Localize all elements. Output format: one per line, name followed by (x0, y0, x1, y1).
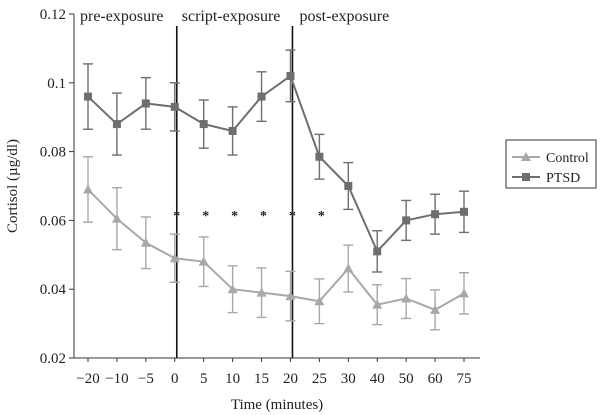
legend-marker (522, 173, 530, 181)
data-point (286, 71, 295, 80)
significance-star: * (289, 209, 296, 224)
data-point (343, 263, 354, 273)
phase-dividers: pre-exposure script-exposure post-exposure (80, 8, 389, 358)
data-point (198, 256, 209, 266)
data-point (199, 120, 208, 129)
data-point (401, 293, 412, 303)
y-tick-label: 0.12 (40, 7, 66, 23)
data-point (227, 284, 238, 294)
y-tick-label: 0.02 (40, 351, 66, 367)
phase-label: post-exposure (299, 8, 389, 25)
data-point (372, 299, 383, 309)
y-ticks: 0.02 0.04 0.06 0.08 0.1 0.12 (40, 7, 74, 367)
data-point (256, 287, 267, 297)
x-tick-label: −5 (138, 371, 154, 387)
data-point (257, 92, 266, 101)
legend-marker (521, 152, 531, 161)
x-tick-label: −20 (76, 371, 99, 387)
x-tick-label: 15 (254, 371, 269, 387)
x-tick-label: 60 (428, 371, 443, 387)
data-point (431, 210, 440, 219)
significance-star: * (260, 209, 267, 224)
significance-star: * (318, 209, 325, 224)
legend-box (505, 139, 597, 189)
x-axis-label: Time (minutes) (231, 397, 323, 413)
data-point (373, 247, 382, 256)
x-tick-label: 5 (200, 371, 208, 387)
x-ticks: −20 −10 −5 0 5 10 15 20 25 30 40 50 60 75 (76, 358, 472, 387)
data-point (140, 237, 151, 247)
x-tick-label: 50 (399, 371, 414, 387)
axes (73, 14, 480, 359)
data-point (459, 288, 469, 298)
data-point (402, 216, 411, 225)
series (83, 49, 469, 331)
x-tick-label: 10 (225, 371, 240, 387)
y-tick-label: 0.06 (40, 213, 67, 229)
data-point (170, 102, 179, 111)
data-point (344, 182, 353, 190)
y-tick-label: 0.1 (47, 76, 66, 92)
data-point (228, 126, 237, 135)
data-point (314, 296, 325, 306)
data-point (111, 213, 122, 223)
x-tick-label: 30 (341, 371, 356, 387)
significance-star: * (202, 209, 209, 224)
x-tick-label: 20 (283, 371, 298, 387)
data-point (83, 184, 93, 194)
x-tick-label: 0 (171, 371, 179, 387)
series-line (87, 188, 465, 311)
series-control (83, 156, 469, 331)
data-point (315, 152, 324, 161)
data-point (169, 253, 180, 263)
data-point (112, 120, 121, 129)
data-point (460, 207, 468, 216)
x-tick-label: 40 (370, 371, 385, 387)
data-point (285, 291, 296, 301)
significance-star: * (231, 209, 238, 224)
y-tick-label: 0.08 (40, 145, 66, 161)
data-point (84, 92, 92, 101)
significance-markers: * * * * * * (173, 209, 325, 224)
phase-label: script-exposure (182, 8, 281, 25)
data-point (141, 99, 150, 108)
series-ptsd (83, 49, 469, 273)
phase-label: pre-exposure (80, 8, 164, 25)
x-tick-label: 25 (312, 371, 327, 387)
series-line (87, 74, 465, 254)
x-tick-label: −10 (105, 371, 128, 387)
legend-label: PTSD (546, 171, 580, 186)
legend: Control PTSD (505, 139, 597, 189)
data-point (430, 304, 441, 314)
y-tick-label: 0.04 (40, 282, 67, 298)
y-axis-label: Cortisol (µg/dl) (5, 139, 21, 233)
x-tick-label: 75 (457, 371, 472, 387)
significance-star: * (173, 209, 180, 224)
legend-label: Control (546, 151, 589, 166)
